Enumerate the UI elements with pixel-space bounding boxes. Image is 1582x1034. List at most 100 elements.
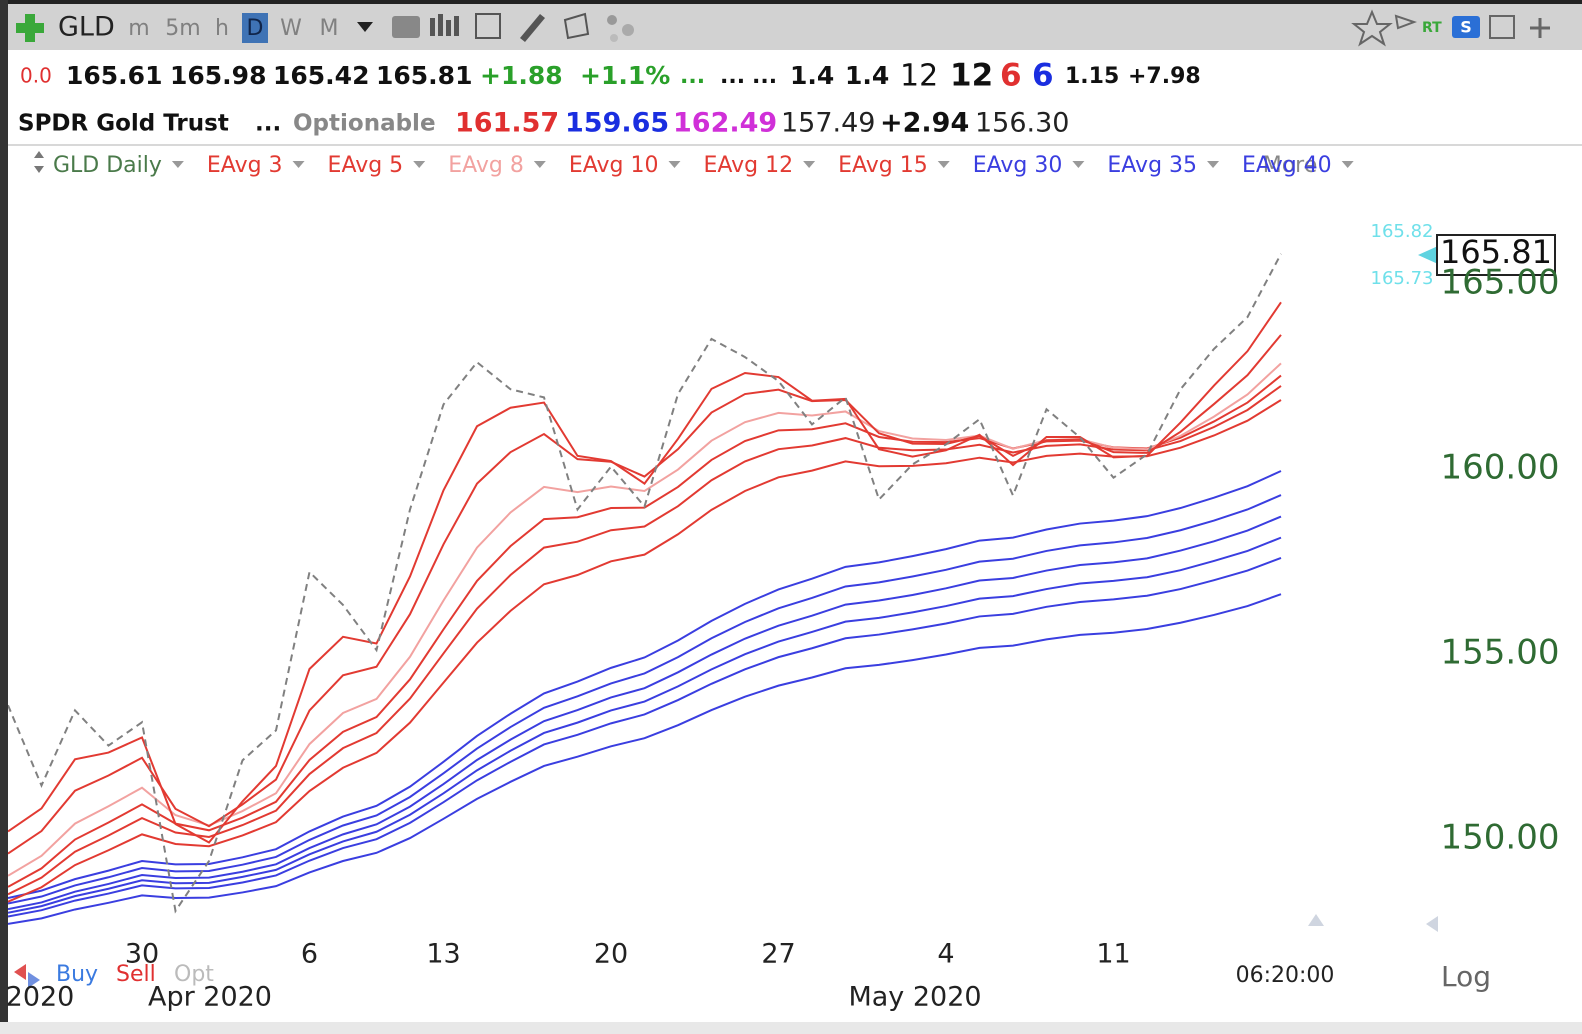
price-line xyxy=(8,557,1282,918)
quote-field: +7.98 xyxy=(1128,64,1201,89)
quote-field: +2.94 xyxy=(880,108,969,139)
quote-field: 1.15 xyxy=(1065,64,1119,89)
quote-field: 157.49 xyxy=(781,108,875,139)
price-line xyxy=(8,494,1282,905)
legend-entry[interactable]: EAvg 3 xyxy=(207,153,283,178)
y-tick-label: 160.00 xyxy=(1441,447,1560,487)
quote-field: 165.42 xyxy=(273,61,369,90)
price-line xyxy=(8,470,1282,899)
add-icon[interactable] xyxy=(16,14,44,42)
legend-dropdown xyxy=(292,161,305,168)
side-price: 165.73 xyxy=(1371,268,1434,289)
price-line xyxy=(8,515,1282,911)
legend-dropdown xyxy=(803,161,816,168)
quote-field: 1.4 xyxy=(845,61,889,90)
quote-field: SPDR Gold Trust xyxy=(18,111,229,137)
x-tick-label: 13 xyxy=(426,939,460,970)
scroll-left-icon[interactable] xyxy=(1426,916,1438,932)
x-tick-label: 20 xyxy=(594,939,628,970)
quote-field: +1.1% xyxy=(580,61,670,90)
quote-field: Optionable xyxy=(293,111,436,137)
quote-field: 165.98 xyxy=(170,61,266,90)
price-pointer xyxy=(1418,246,1438,264)
opt-button[interactable]: Opt xyxy=(174,962,214,987)
side-price: 165.82 xyxy=(1371,221,1434,242)
symbol[interactable]: GLD xyxy=(58,12,115,43)
timeframe-button[interactable]: M xyxy=(320,16,339,41)
rt-label[interactable]: RT xyxy=(1422,20,1442,36)
legend-entry[interactable]: EAvg 12 xyxy=(703,153,793,178)
quote-field: ... xyxy=(255,111,281,137)
legend-entry[interactable]: EAvg 35 xyxy=(1107,153,1197,178)
quote-field: 6 xyxy=(1000,58,1022,94)
legend-entry[interactable]: GLD Daily xyxy=(53,153,162,178)
x-tick-label: 27 xyxy=(761,939,795,970)
quote-field: 162.49 xyxy=(673,108,777,139)
x-tick-label: 6 xyxy=(301,939,318,970)
legend-entry[interactable]: EAvg 40 xyxy=(1242,153,1332,178)
legend-entry[interactable]: EAvg 5 xyxy=(328,153,404,178)
legend-entry[interactable]: EAvg 8 xyxy=(448,153,524,178)
legend-entry[interactable]: EAvg 10 xyxy=(569,153,659,178)
timeframe-button[interactable]: D xyxy=(247,16,264,41)
legend-dropdown xyxy=(171,161,184,168)
legend-entry[interactable]: EAvg 15 xyxy=(838,153,928,178)
updown-icon[interactable] xyxy=(34,151,44,173)
dropdown-icon[interactable] xyxy=(357,22,373,32)
quote-field: 165.81 xyxy=(376,61,472,90)
buy-button[interactable]: Buy xyxy=(56,962,98,987)
x-tick-label: 4 xyxy=(937,939,954,970)
price-line xyxy=(8,399,1282,903)
price-line xyxy=(8,536,1282,914)
quote-field: 156.30 xyxy=(975,108,1069,139)
quote-field: 12 xyxy=(950,58,993,94)
legend-dropdown xyxy=(1207,161,1220,168)
plot xyxy=(8,253,1282,925)
s-icon-label: S xyxy=(1460,18,1472,37)
quote-field: 0.0 xyxy=(20,64,52,88)
timeframe-button[interactable]: 5m xyxy=(165,16,200,41)
legend-entry[interactable]: EAvg 30 xyxy=(973,153,1063,178)
quote-field: +1.88 xyxy=(480,61,563,90)
quote-field: 159.65 xyxy=(565,108,669,139)
legend-dropdown xyxy=(668,161,681,168)
price-line xyxy=(8,253,1282,914)
y-tick-label: 165.00 xyxy=(1441,262,1560,302)
log-toggle[interactable]: Log xyxy=(1441,960,1491,993)
quote-field: 12 xyxy=(900,59,938,94)
legend-dropdown xyxy=(1341,161,1354,168)
timeframe-button[interactable]: W xyxy=(280,16,302,41)
price-line xyxy=(8,334,1282,855)
chart-type-icons[interactable] xyxy=(392,12,634,42)
legend-dropdown xyxy=(1072,161,1085,168)
y-tick-label: 155.00 xyxy=(1441,632,1560,672)
quote-field: ... xyxy=(680,64,705,89)
scroll-up-icon[interactable] xyxy=(1308,914,1324,926)
sell-button[interactable]: Sell xyxy=(116,962,156,987)
x-month-label: May 2020 xyxy=(848,982,981,1013)
active-timeframe-bg xyxy=(242,13,268,43)
trade-icon[interactable] xyxy=(14,964,40,988)
x-tick-label: 30 xyxy=(125,939,159,970)
more-button[interactable]: More xyxy=(1263,153,1318,178)
timeframe-button[interactable]: m xyxy=(128,16,149,41)
legend-dropdown xyxy=(533,161,546,168)
price-line xyxy=(8,593,1282,925)
last-price-box xyxy=(1436,234,1556,276)
quote-field: 1.4 xyxy=(790,61,834,90)
x-tick-label: 11 xyxy=(1096,939,1130,970)
window-bottom xyxy=(0,1022,1582,1034)
quote-field: 6 xyxy=(1032,58,1054,94)
last-price-label: 165.81 xyxy=(1440,233,1552,271)
quote-field: 165.61 xyxy=(66,61,162,90)
x-month-label: 2020 xyxy=(6,982,75,1013)
window-top-border xyxy=(0,0,1582,4)
window-left-border xyxy=(0,0,8,1034)
x-month-label: Apr 2020 xyxy=(148,982,272,1013)
legend-dropdown xyxy=(937,161,950,168)
timeframe-button[interactable]: h xyxy=(215,16,229,41)
window-icons[interactable] xyxy=(1351,9,1550,47)
